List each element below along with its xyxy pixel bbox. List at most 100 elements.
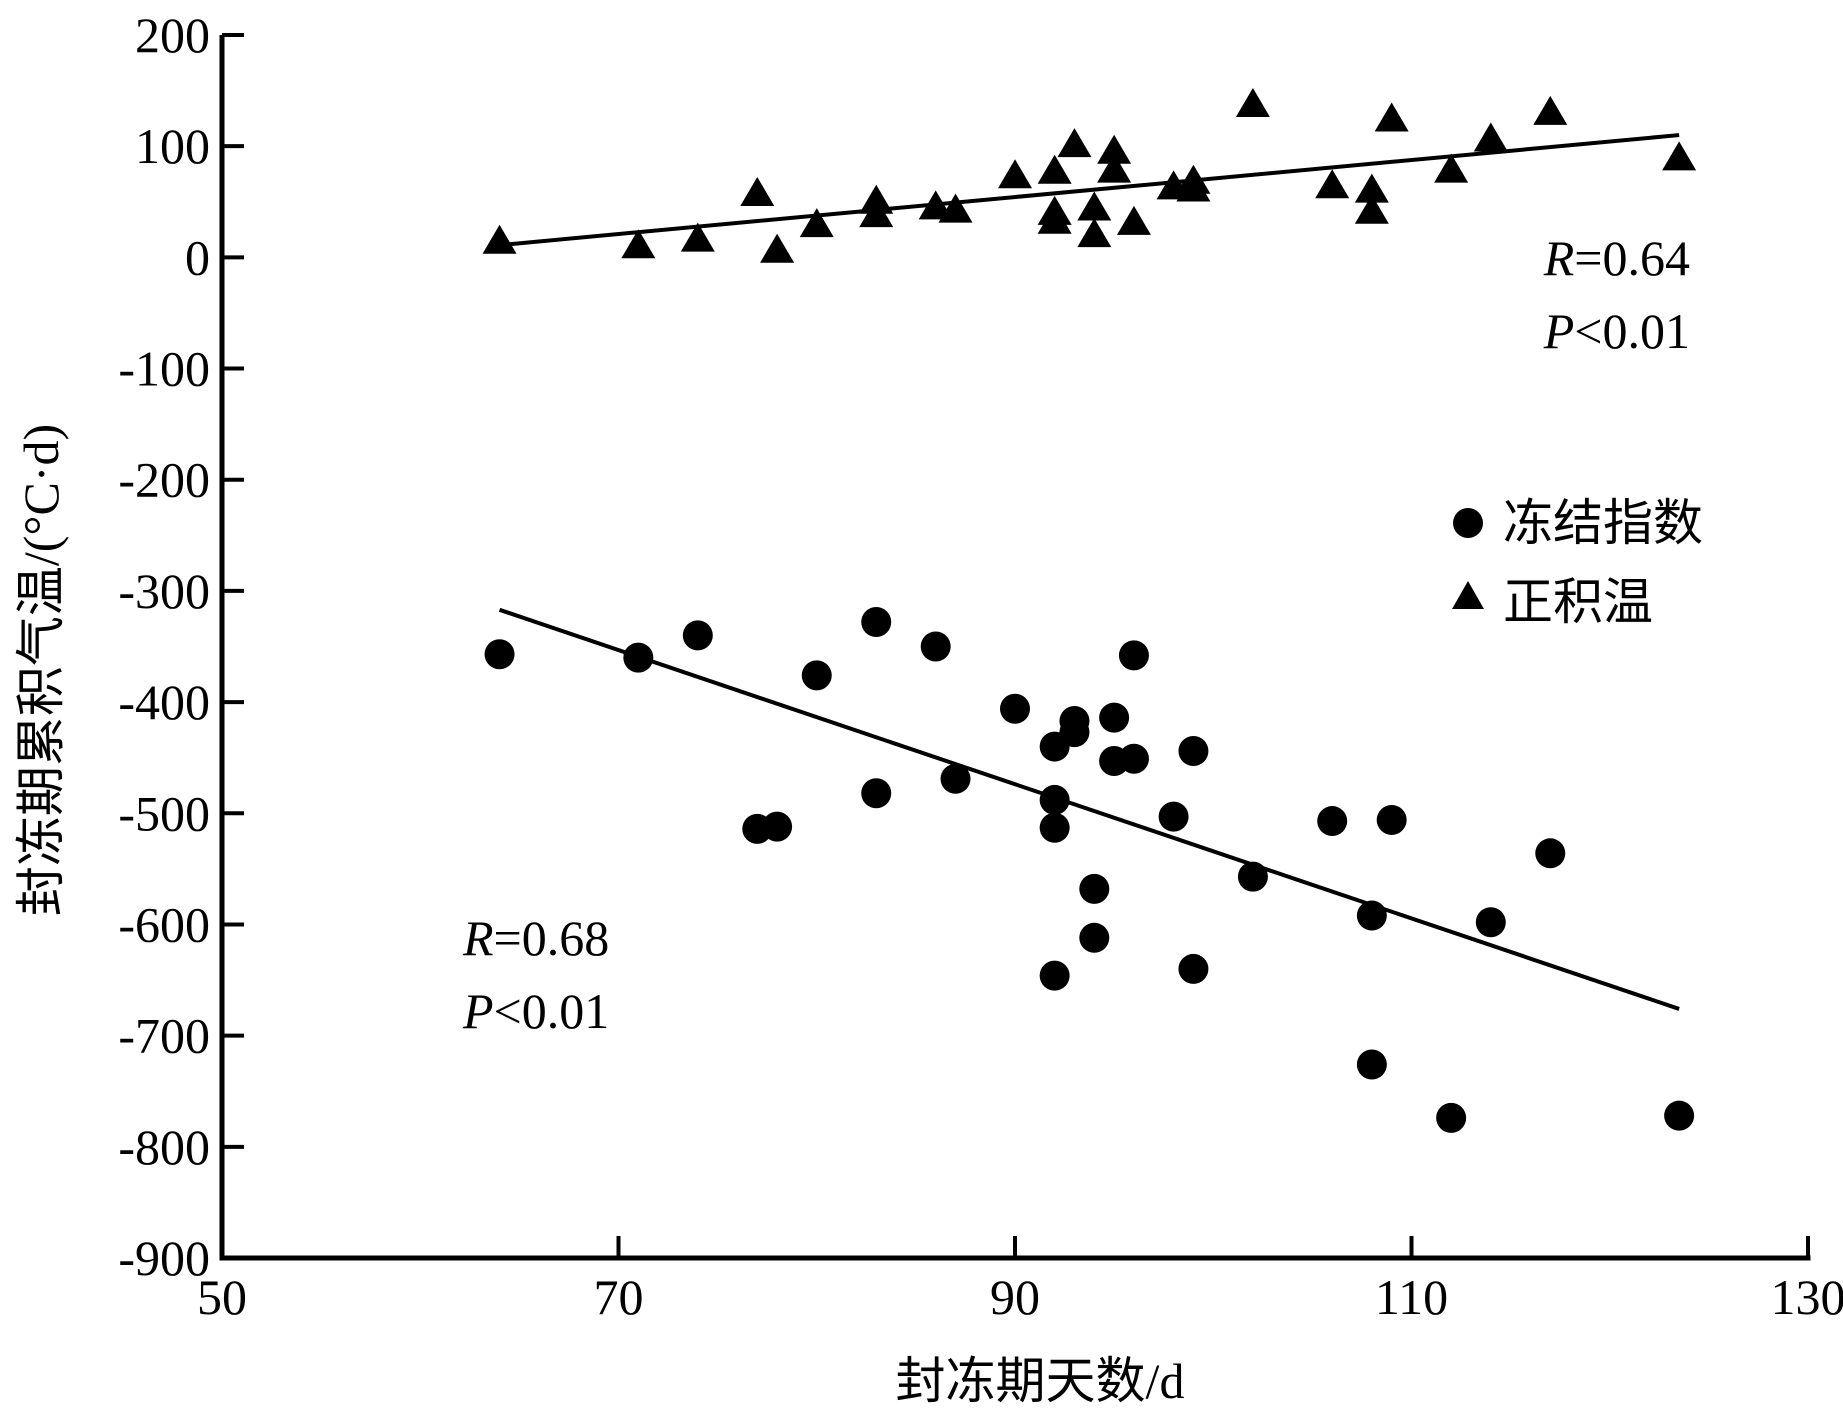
y-tick-label: -400 <box>118 674 210 730</box>
svg-text:P<0.01: P<0.01 <box>1543 303 1690 359</box>
annotation-r-value: =0.68 <box>494 910 610 966</box>
y-axis-title: 封冻期累积气温/(°C·d) <box>13 424 69 916</box>
annotation-r-value: =0.64 <box>1574 230 1690 286</box>
y-tick-label: -900 <box>118 1230 210 1286</box>
data-point-circle <box>1178 953 1209 984</box>
data-point-circle <box>1376 804 1407 835</box>
data-point-circle <box>1178 736 1209 767</box>
data-point-triangle <box>1533 95 1568 125</box>
data-point-triangle <box>1097 134 1132 164</box>
data-point-triangle <box>1315 169 1350 199</box>
svg-text:R=0.68: R=0.68 <box>462 910 609 966</box>
data-point-circle <box>920 631 951 662</box>
data-point-circle <box>1475 907 1506 938</box>
y-ticks: 200 100 0 -100 -200 -300 -400 -500 -600 -700 -800 -… <box>118 7 244 1286</box>
y-tick-label: 100 <box>135 118 210 174</box>
y-tick-label: -500 <box>118 785 210 841</box>
data-point-circle <box>861 607 892 638</box>
data-point-circle <box>861 778 892 809</box>
data-point-circle <box>1535 838 1566 869</box>
data-point-circle <box>1000 693 1030 724</box>
x-tick-label: 70 <box>594 1269 644 1325</box>
data-point-circle <box>1158 801 1189 832</box>
data-markers <box>482 88 1697 1133</box>
axes <box>219 35 1811 1261</box>
annotation-positive-temp: R=0.64 P<0.01 <box>1543 230 1690 359</box>
data-point-circle <box>1039 784 1070 815</box>
data-point-circle <box>623 642 654 673</box>
data-point-triangle <box>918 190 953 220</box>
data-point-circle <box>1079 922 1110 953</box>
data-point-triangle <box>799 208 834 238</box>
data-point-circle <box>1039 812 1070 843</box>
x-ticks: 50 70 90 110 130 <box>197 1236 1843 1325</box>
data-point-circle <box>1237 861 1268 892</box>
y-tick-label: -100 <box>118 341 210 397</box>
fit-line-series-1 <box>498 607 1680 1011</box>
data-point-circle <box>1099 702 1130 733</box>
x-tick-label: 50 <box>197 1269 247 1325</box>
data-point-triangle <box>1037 204 1072 234</box>
y-tick-label: 200 <box>135 7 210 63</box>
data-point-triangle <box>1354 173 1389 203</box>
data-point-triangle <box>1057 128 1092 158</box>
data-point-circle <box>1317 806 1348 837</box>
data-point-triangle <box>1116 205 1151 235</box>
data-point-circle <box>1356 1049 1387 1080</box>
data-point-circle <box>1118 743 1149 774</box>
data-point-triangle <box>680 222 715 252</box>
data-point-triangle <box>740 176 775 206</box>
x-tick-label: 110 <box>1375 1269 1448 1325</box>
data-point-circle <box>682 620 713 651</box>
data-point-circle <box>1118 640 1149 671</box>
legend-circle-marker <box>1453 508 1483 538</box>
x-axis-title: 封冻期天数/d <box>896 1353 1185 1409</box>
data-point-triangle <box>938 193 973 223</box>
x-tick-label: 90 <box>990 1269 1040 1325</box>
y-tick-label: -600 <box>118 896 210 952</box>
y-tick-label: -700 <box>118 1008 210 1064</box>
data-point-triangle <box>1037 154 1072 184</box>
legend: 冻结指数 正积温 <box>1452 495 1703 630</box>
annotation-p-label: P <box>1543 303 1575 359</box>
data-point-circle <box>801 660 832 691</box>
data-point-circle <box>1356 900 1387 931</box>
data-point-triangle <box>1662 141 1697 171</box>
legend-label-series-2: 正积温 <box>1503 574 1653 630</box>
data-point-triangle <box>760 233 795 263</box>
svg-text:R=0.64: R=0.64 <box>1543 230 1690 286</box>
y-tick-label: -200 <box>118 452 210 508</box>
legend-triangle-marker <box>1452 581 1484 609</box>
y-tick-label: 0 <box>185 229 210 285</box>
data-point-circle <box>1059 717 1090 748</box>
data-point-circle <box>484 639 515 670</box>
data-point-triangle <box>1374 102 1409 132</box>
data-point-triangle <box>621 229 656 259</box>
data-point-triangle <box>1235 88 1270 118</box>
data-point-circle <box>762 811 793 842</box>
y-tick-label: -300 <box>118 563 210 619</box>
data-point-triangle <box>1354 194 1389 224</box>
data-point-triangle <box>1077 191 1112 221</box>
annotation-p-value: <0.01 <box>494 983 610 1039</box>
annotation-p-label: P <box>462 983 494 1039</box>
data-point-triangle <box>998 159 1032 189</box>
data-point-triangle <box>1077 218 1112 248</box>
data-point-triangle <box>859 198 894 228</box>
annotation-freezing-index: R=0.68 P<0.01 <box>462 910 609 1039</box>
x-tick-label: 130 <box>1771 1269 1843 1325</box>
data-point-triangle <box>1434 153 1469 183</box>
data-point-triangle <box>1473 122 1508 152</box>
data-point-triangle <box>1176 172 1211 202</box>
data-point-circle <box>1039 960 1070 991</box>
annotation-p-value: <0.01 <box>1574 303 1690 359</box>
data-point-circle <box>1079 873 1110 904</box>
annotation-r-label: R <box>1543 230 1575 286</box>
data-point-triangle <box>482 224 517 254</box>
data-point-circle <box>1664 1100 1695 1131</box>
data-point-triangle <box>1097 153 1132 183</box>
y-tick-label: -800 <box>118 1119 210 1175</box>
data-point-circle <box>1436 1102 1467 1133</box>
legend-label-series-1: 冻结指数 <box>1503 495 1703 551</box>
